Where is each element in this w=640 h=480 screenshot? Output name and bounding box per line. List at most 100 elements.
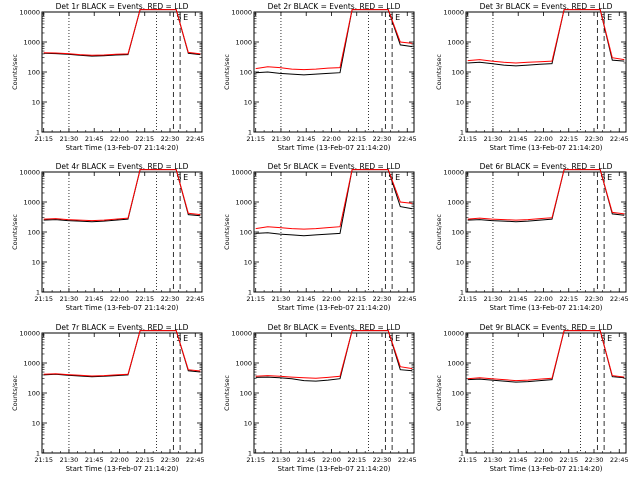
x-tick-label: 22:00 <box>322 135 341 143</box>
y-tick-label: 10 <box>456 259 464 267</box>
x-axis-label: Start Time (13-Feb-07 21:14:20) <box>489 304 602 312</box>
panel-title: Det 6r BLACK = Events, RED = LLD <box>480 162 613 171</box>
event-marker-end: E <box>395 13 400 22</box>
x-tick-label: 22:45 <box>186 295 205 303</box>
x-tick-label: 22:30 <box>373 295 392 303</box>
x-tick-label: 22:00 <box>534 456 553 464</box>
y-tick-label: 1 <box>460 129 464 137</box>
series-lld-line <box>467 330 625 382</box>
y-tick-label: 100 <box>28 229 40 237</box>
x-tick-label: 22:45 <box>398 135 417 143</box>
y-axis-label: Counts/sec <box>11 214 19 250</box>
panel-8: Det 8r BLACK = Events, RED = LLD 1 10 100 10… <box>223 323 417 473</box>
y-tick-label: 10 <box>32 420 40 428</box>
event-marker-start: S <box>176 173 181 182</box>
event-marker-end: E <box>607 13 612 22</box>
x-tick-label: 22:15 <box>559 456 578 464</box>
y-tick-label: 10 <box>32 259 40 267</box>
x-tick-label: 22:30 <box>585 135 604 143</box>
panel-title: Det 9r BLACK = Events, RED = LLD <box>480 323 613 332</box>
x-tick-label: 21:30 <box>272 456 291 464</box>
x-tick-label: 22:00 <box>322 456 341 464</box>
y-tick-label: 1000 <box>447 199 464 207</box>
y-axis-label: Counts/sec <box>11 375 19 411</box>
x-tick-label: 21:15 <box>34 135 53 143</box>
y-tick-label: 100 <box>240 390 252 398</box>
panel-title: Det 5r BLACK = Events, RED = LLD <box>268 162 401 171</box>
x-axis-label: Start Time (13-Feb-07 21:14:20) <box>277 304 390 312</box>
plot-frame <box>253 332 415 454</box>
plot-frame <box>465 11 627 133</box>
y-tick-label: 10000 <box>443 169 464 177</box>
series-lld-line <box>255 169 413 230</box>
x-tick-label: 22:00 <box>110 456 129 464</box>
event-marker-start: S <box>600 334 605 343</box>
x-tick-label: 22:45 <box>398 295 417 303</box>
x-tick-label: 22:15 <box>135 135 154 143</box>
event-marker-end: E <box>607 173 612 182</box>
panel-title: Det 7r BLACK = Events, RED = LLD <box>56 323 189 332</box>
y-tick-label: 10 <box>244 99 252 107</box>
x-tick-label: 22:00 <box>110 295 129 303</box>
x-tick-label: 22:15 <box>347 295 366 303</box>
plot-frame <box>41 332 203 454</box>
x-tick-label: 21:45 <box>297 295 316 303</box>
x-tick-label: 22:15 <box>347 135 366 143</box>
y-axis-label: Counts/sec <box>223 54 231 90</box>
x-tick-label: 21:15 <box>458 295 477 303</box>
x-tick-label: 22:30 <box>161 295 180 303</box>
y-tick-label: 1000 <box>447 39 464 47</box>
x-tick-label: 21:15 <box>246 456 265 464</box>
x-tick-label: 22:15 <box>559 295 578 303</box>
x-tick-label: 21:45 <box>85 295 104 303</box>
series-lld-line <box>467 169 625 221</box>
x-tick-label: 22:45 <box>610 456 629 464</box>
x-tick-label: 22:45 <box>610 135 629 143</box>
y-axis-label: Counts/sec <box>435 375 443 411</box>
y-tick-label: 10 <box>456 420 464 428</box>
x-axis-label: Start Time (13-Feb-07 21:14:20) <box>489 465 602 473</box>
series-lld-line <box>43 169 201 222</box>
x-tick-label: 21:45 <box>85 456 104 464</box>
panel-title: Det 4r BLACK = Events, RED = LLD <box>56 162 189 171</box>
x-tick-label: 21:45 <box>509 135 528 143</box>
x-tick-label: 22:45 <box>610 295 629 303</box>
x-tick-label: 22:00 <box>110 135 129 143</box>
y-tick-label: 10000 <box>19 330 40 338</box>
plot-frame <box>253 11 415 133</box>
y-axis-label: Counts/sec <box>223 375 231 411</box>
y-tick-label: 10000 <box>19 9 40 17</box>
panel-title: Det 8r BLACK = Events, RED = LLD <box>268 323 401 332</box>
x-tick-label: 21:30 <box>60 295 79 303</box>
x-tick-label: 22:30 <box>161 135 180 143</box>
x-tick-label: 21:30 <box>484 295 503 303</box>
x-tick-label: 22:30 <box>161 456 180 464</box>
x-tick-label: 21:45 <box>85 135 104 143</box>
x-tick-label: 21:30 <box>272 135 291 143</box>
plot-frame <box>41 11 203 133</box>
x-tick-label: 22:00 <box>322 295 341 303</box>
panel-title: Det 1r BLACK = Events, RED = LLD <box>56 2 189 11</box>
panel-title: Det 3r BLACK = Events, RED = LLD <box>480 2 613 11</box>
x-tick-label: 21:15 <box>34 456 53 464</box>
x-axis-label: Start Time (13-Feb-07 21:14:20) <box>65 304 178 312</box>
event-marker-end: E <box>183 334 188 343</box>
y-tick-label: 1 <box>36 450 40 458</box>
series-lld-line <box>255 9 413 71</box>
x-tick-label: 21:30 <box>484 456 503 464</box>
series-lld-line <box>43 9 201 56</box>
y-tick-label: 100 <box>240 69 252 77</box>
y-tick-label: 10 <box>456 99 464 107</box>
panel-title: Det 2r BLACK = Events, RED = LLD <box>268 2 401 11</box>
y-tick-label: 10 <box>32 99 40 107</box>
x-tick-label: 21:45 <box>297 456 316 464</box>
x-tick-label: 22:15 <box>135 295 154 303</box>
x-tick-label: 21:30 <box>60 135 79 143</box>
event-marker-end: E <box>607 334 612 343</box>
y-tick-label: 10 <box>244 259 252 267</box>
x-axis-label: Start Time (13-Feb-07 21:14:20) <box>65 465 178 473</box>
y-tick-label: 1 <box>248 289 252 297</box>
series-lld-line <box>43 330 201 377</box>
x-axis-label: Start Time (13-Feb-07 21:14:20) <box>489 144 602 152</box>
y-tick-label: 1 <box>36 289 40 297</box>
